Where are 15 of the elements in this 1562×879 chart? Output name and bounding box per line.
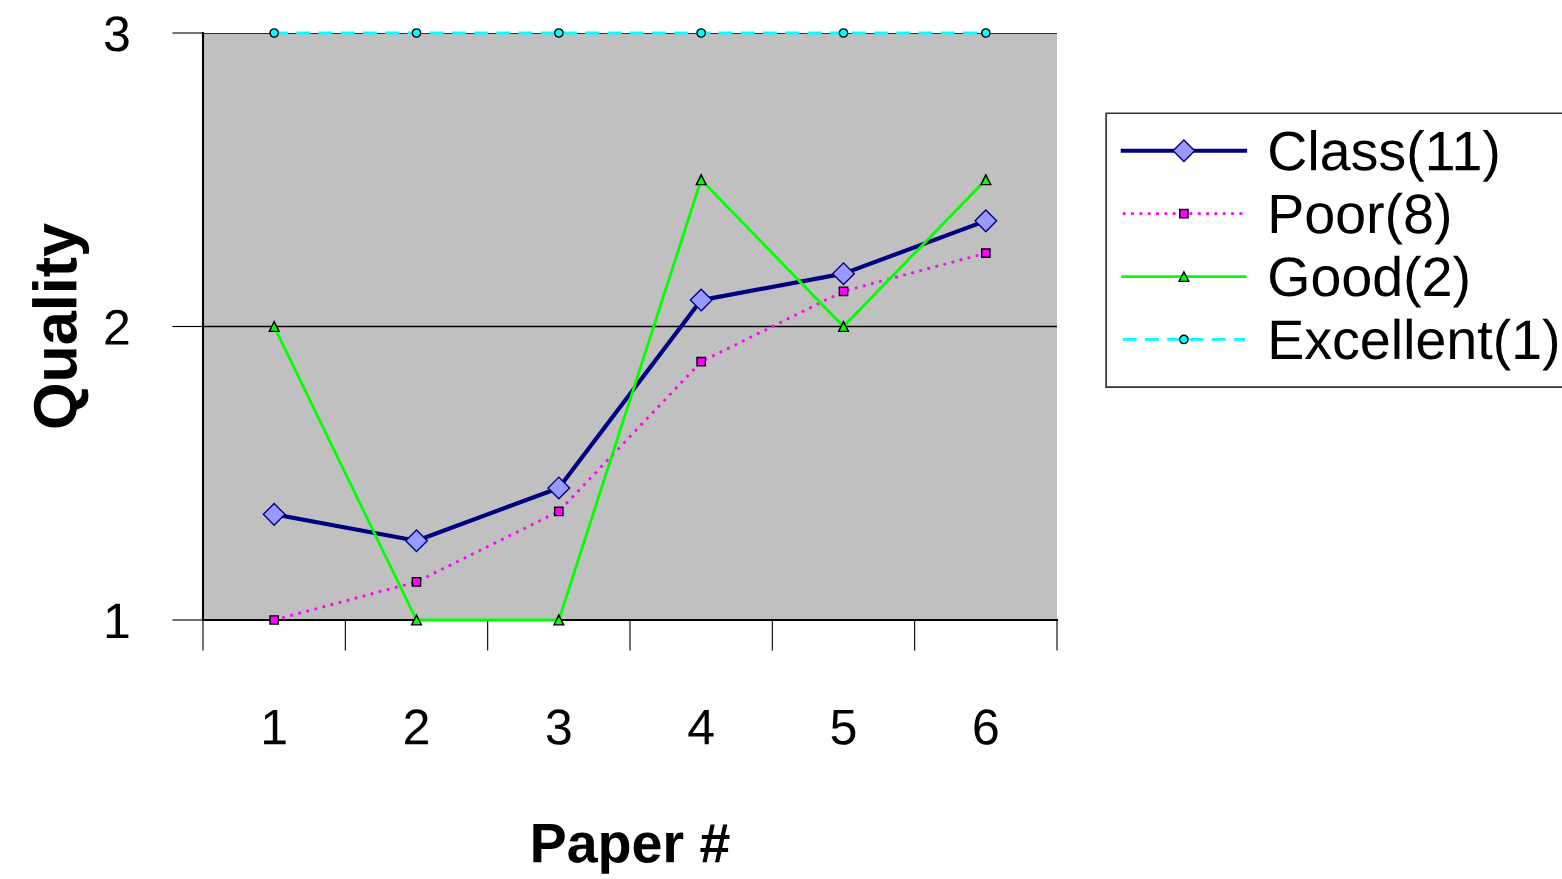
y-axis-title: Quality	[32, 223, 90, 428]
x-axis-title: Paper #	[533, 824, 730, 874]
x-tick-label: 6	[974, 709, 998, 745]
y-tick-label: 2	[105, 309, 129, 345]
legend-label: Good(2)	[1270, 255, 1468, 308]
x-tick-label: 2	[405, 709, 428, 745]
x-tick-label: 5	[831, 709, 856, 745]
legend-label: Excellent(1)	[1271, 318, 1558, 371]
x-tick-label: 1	[264, 709, 286, 745]
legend-label: Class(11)	[1270, 129, 1498, 182]
y-tick-label: 3	[104, 16, 129, 52]
x-tick-label: 3	[546, 709, 571, 745]
x-tick-label: 4	[688, 709, 714, 745]
y-tick-label: 1	[106, 603, 129, 639]
legend-label: Poor(8)	[1271, 192, 1450, 245]
